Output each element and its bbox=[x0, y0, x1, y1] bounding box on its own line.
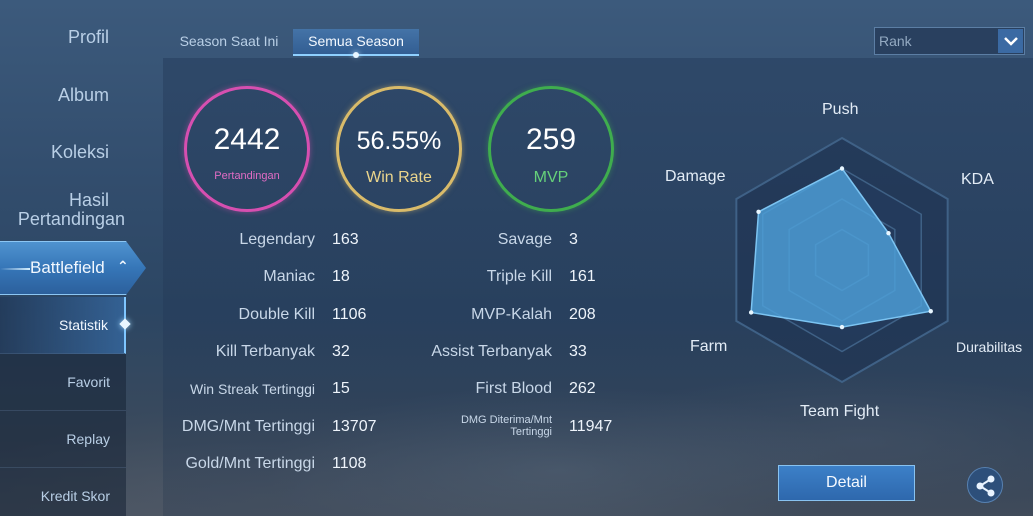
submenu-item-statistik[interactable]: Statistik bbox=[0, 297, 126, 354]
submenu-item-label: Kredit Skor bbox=[40, 488, 110, 504]
stat-value: 15 bbox=[332, 380, 350, 397]
stat-value: 208 bbox=[569, 306, 596, 323]
stat-value: 33 bbox=[569, 343, 587, 360]
detail-button[interactable]: Detail bbox=[778, 465, 915, 501]
stat-value: 11947 bbox=[569, 418, 613, 435]
battlefield-accent-line bbox=[0, 268, 30, 270]
stat-label: Triple Kill bbox=[486, 268, 552, 285]
stat-label: Double Kill bbox=[238, 306, 315, 323]
battlefield-submenu: Statistik Favorit Replay Kredit Skor bbox=[0, 297, 126, 516]
stat-label: Maniac bbox=[263, 268, 315, 285]
stat-label: MVP-Kalah bbox=[471, 306, 552, 323]
sidebar-item-label: Pertandingan bbox=[17, 209, 125, 229]
submenu-item-label: Statistik bbox=[58, 317, 108, 333]
sidebar-item-label: Album bbox=[57, 85, 109, 105]
winrate-label: Win Rate bbox=[366, 169, 432, 186]
games-circle: 2442 Pertandingan bbox=[184, 86, 310, 212]
stat-value: 18 bbox=[332, 268, 350, 285]
stat-value: 161 bbox=[569, 268, 596, 285]
stat-value: 32 bbox=[332, 343, 350, 360]
radar-point-push bbox=[839, 166, 845, 171]
radar-label-farm: Farm bbox=[690, 338, 728, 355]
winrate-value: 56.55% bbox=[356, 127, 442, 155]
chevron-down-icon[interactable] bbox=[998, 29, 1023, 53]
mvp-value: 259 bbox=[525, 123, 577, 156]
radar-label-team-fight: Team Fight bbox=[800, 403, 880, 420]
stat-label: Savage bbox=[497, 231, 552, 248]
share-icon bbox=[976, 475, 995, 497]
stat-value: 13707 bbox=[332, 418, 377, 435]
submenu-item-kredit-skor[interactable]: Kredit Skor bbox=[0, 468, 126, 516]
sidebar-item-label: Profil bbox=[67, 27, 109, 47]
tab-label: Semua Season bbox=[308, 33, 404, 49]
stat-label: Win Streak Tertinggi bbox=[189, 381, 315, 397]
stat-label: Legendary bbox=[239, 231, 315, 248]
sidebar-item-hasil-pertandingan[interactable]: Hasil Pertandingan bbox=[18, 190, 125, 229]
radar-label-kda: KDA bbox=[961, 171, 994, 188]
submenu-item-label: Replay bbox=[66, 431, 110, 447]
games-value: 2442 bbox=[213, 123, 281, 156]
radar-point-team-fight bbox=[839, 324, 845, 330]
sidebar-item-label: Koleksi bbox=[50, 142, 109, 162]
sidebar-item-battlefield[interactable]: Battlefield ⌃ bbox=[0, 241, 146, 295]
stat-value: 1106 bbox=[332, 306, 367, 323]
stat-value: 3 bbox=[569, 231, 578, 248]
mvp-label: MVP bbox=[533, 169, 569, 186]
chevron-up-icon: ⌃ bbox=[117, 258, 129, 274]
submenu-item-label: Favorit bbox=[67, 374, 110, 390]
radar-point-farm bbox=[748, 310, 754, 315]
winrate-circle: 56.55% Win Rate bbox=[336, 86, 462, 212]
mvp-circle: 259 MVP bbox=[488, 86, 614, 212]
sidebar-item-album[interactable]: Album bbox=[58, 86, 109, 105]
submenu-item-replay[interactable]: Replay bbox=[0, 411, 126, 468]
stat-label: DMG Diterima/Mnt Tertinggi bbox=[460, 414, 552, 438]
radar-point-damage bbox=[756, 209, 761, 215]
games-label: Pertandingan bbox=[214, 170, 280, 182]
share-button[interactable] bbox=[967, 467, 1003, 503]
submenu-item-favorit[interactable]: Favorit bbox=[0, 354, 126, 411]
radar-point-durabilitas bbox=[928, 309, 933, 314]
sidebar-item-profil[interactable]: Profil bbox=[68, 28, 109, 47]
sidebar-item-label: Hasil bbox=[68, 190, 109, 210]
radar-label-durabilitas: Durabilitas bbox=[956, 339, 1023, 355]
stat-value: 262 bbox=[569, 380, 596, 397]
battlefield-label: Battlefield bbox=[30, 258, 105, 277]
stat-label: Gold/Mnt Tertinggi bbox=[185, 455, 315, 472]
sidebar-item-koleksi[interactable]: Koleksi bbox=[51, 143, 109, 162]
stat-label: DMG/Mnt Tertinggi bbox=[181, 418, 315, 435]
radar-value-dots bbox=[748, 166, 933, 330]
tab-semua-season[interactable]: Semua Season bbox=[293, 29, 419, 58]
radar-label-damage: Damage bbox=[665, 168, 726, 185]
stat-value: 1108 bbox=[332, 455, 367, 472]
stat-label: Assist Terbanyak bbox=[431, 343, 552, 360]
rank-select-value: Rank bbox=[879, 33, 912, 49]
detail-button-label: Detail bbox=[826, 474, 867, 491]
tab-label: Season Saat Ini bbox=[179, 33, 279, 49]
tab-season-saat-ini[interactable]: Season Saat Ini bbox=[166, 29, 292, 56]
stat-label: First Blood bbox=[475, 380, 552, 397]
radar-point-kda bbox=[886, 230, 891, 236]
rank-select[interactable]: Rank bbox=[874, 27, 1025, 55]
radar-label-push: Push bbox=[822, 101, 859, 118]
sidebar: Profil Album Koleksi Hasil Pertandingan … bbox=[0, 0, 146, 516]
stat-label: Kill Terbanyak bbox=[215, 343, 315, 360]
stat-value: 163 bbox=[332, 231, 359, 248]
